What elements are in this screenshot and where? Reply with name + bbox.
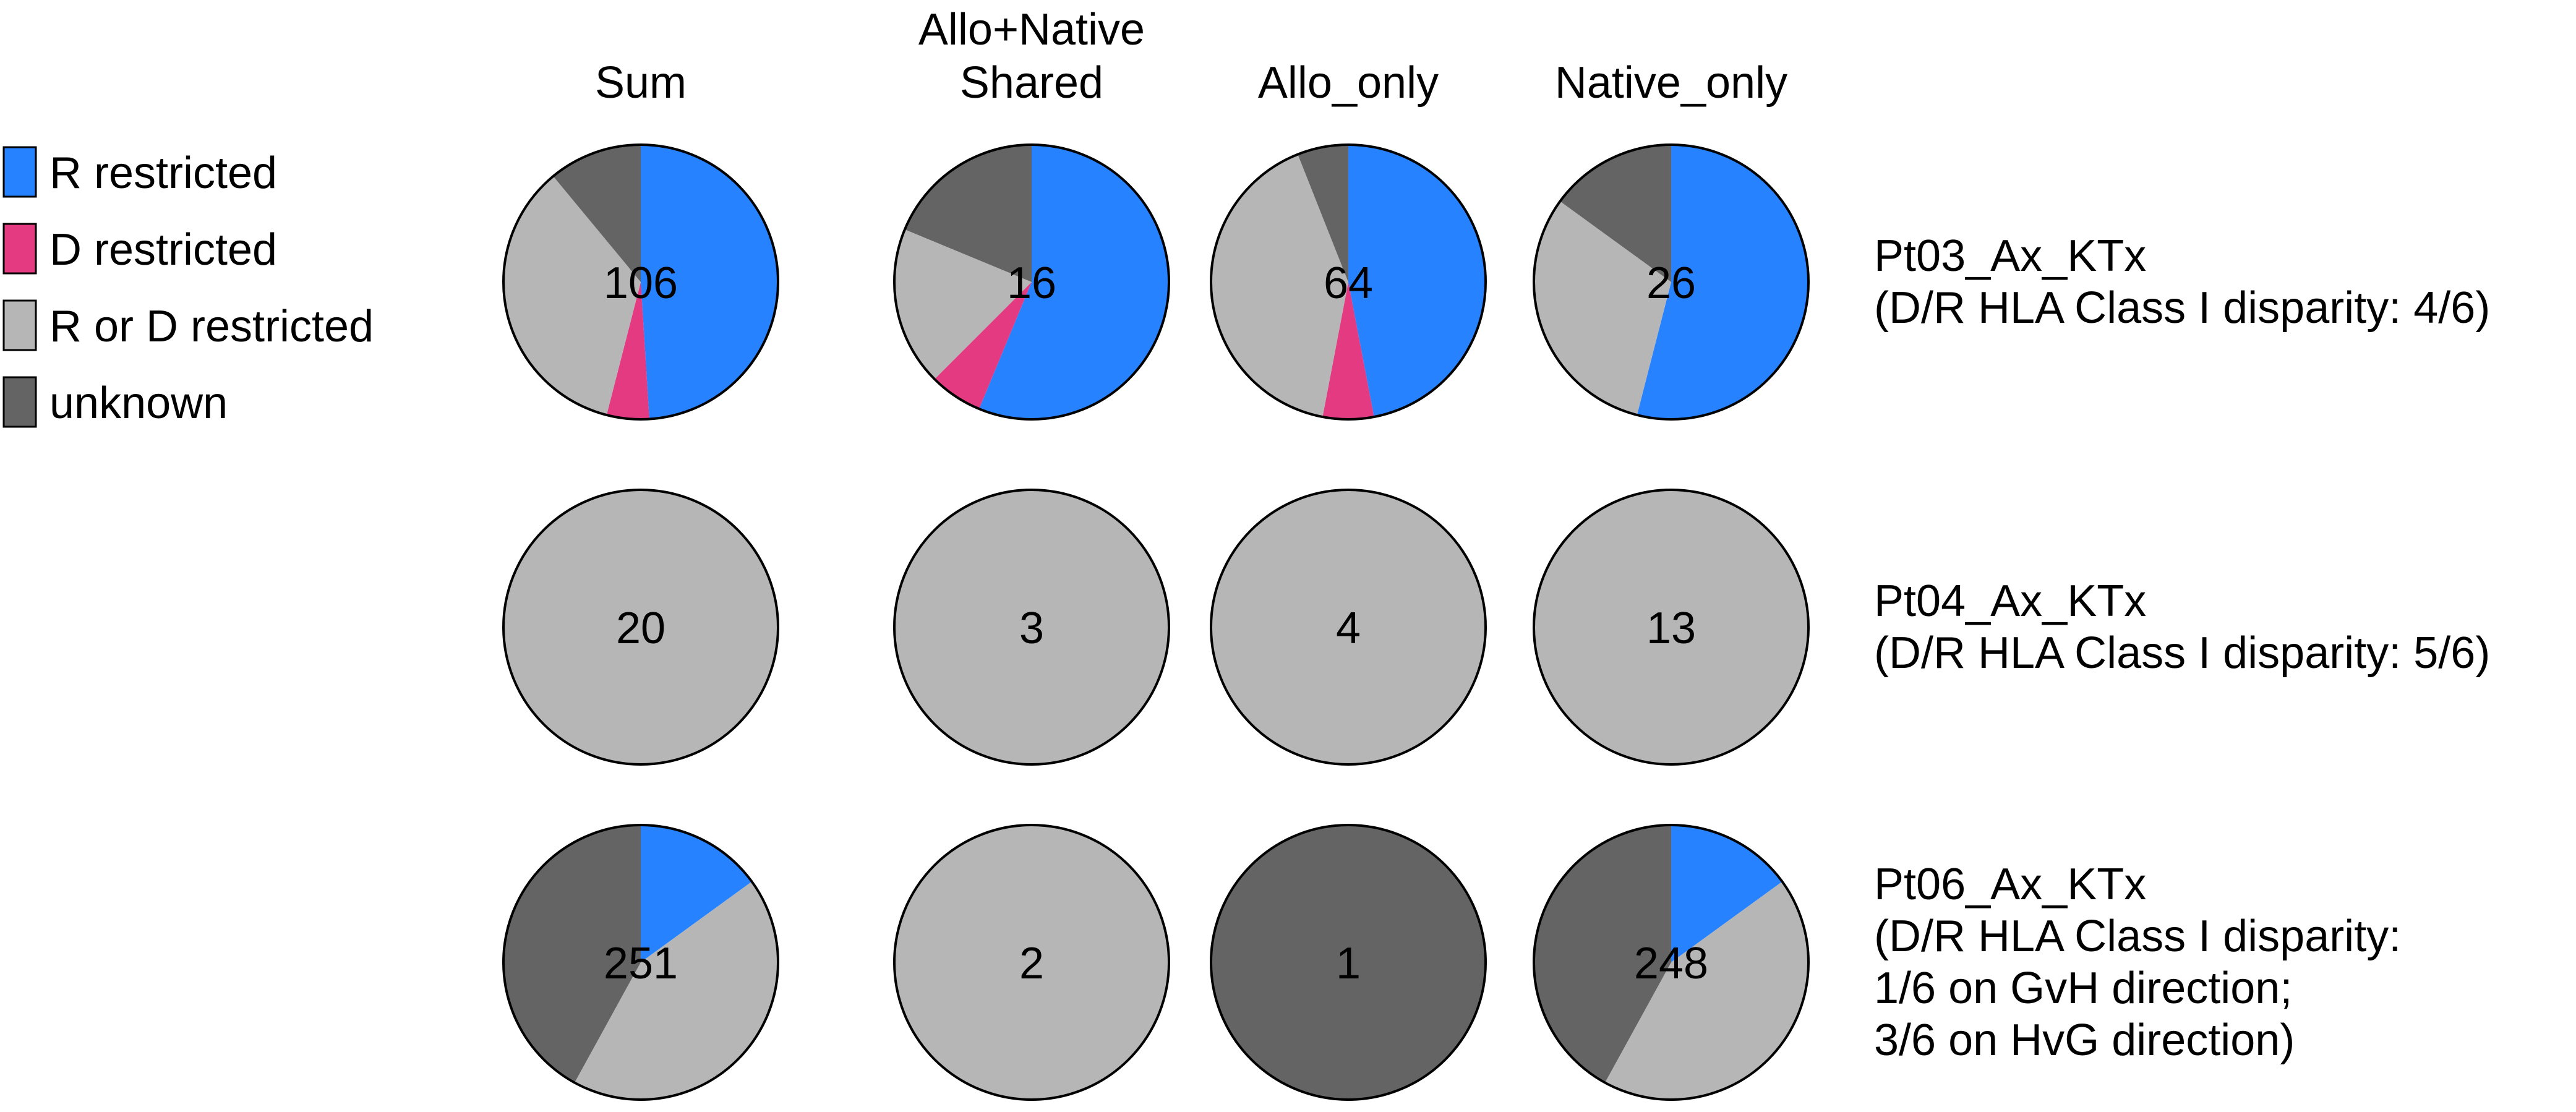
pie-slice-r-or-d-restricted bbox=[1605, 881, 1808, 1100]
row-labels: Pt03_Ax_KTx(D/R HLA Class I disparity: 4… bbox=[1874, 231, 2490, 1065]
pie-outline bbox=[1210, 489, 1487, 766]
pie-row1-allo-native-shared: 16 bbox=[893, 143, 1170, 421]
legend-label-unknown: unknown bbox=[49, 379, 228, 428]
row-label-2-line-1: Pt04_Ax_KTx bbox=[1874, 576, 2146, 626]
row-label-3-line-4: 3/6 on HvG direction) bbox=[1874, 1016, 2295, 1065]
legend-swatch-r-restricted bbox=[2, 146, 37, 198]
pie-outline bbox=[1210, 143, 1487, 421]
pie-total-label: 16 bbox=[1007, 259, 1056, 308]
column-header-native-only-line-1: Native_only bbox=[1555, 58, 1787, 108]
pie-outline bbox=[1533, 489, 1810, 766]
pie-slice-r-or-d-restricted bbox=[894, 229, 1032, 379]
pie-outline bbox=[893, 824, 1170, 1101]
legend-swatch-r-or-d-restricted bbox=[2, 299, 37, 351]
pie-row3-native-only: 248 bbox=[1533, 824, 1810, 1101]
column-header-allo-native-shared-line-1: Allo+Native bbox=[918, 5, 1145, 54]
legend: R restricted D restricted R or D restricte… bbox=[2, 146, 374, 428]
pie-slice-unknown bbox=[1534, 825, 1671, 1083]
pie-total-label: 106 bbox=[604, 259, 678, 308]
pie-outline bbox=[1210, 824, 1487, 1101]
pie-slice-unknown bbox=[904, 145, 1032, 282]
pie-outline bbox=[502, 489, 779, 766]
pie-total-label: 3 bbox=[1019, 604, 1044, 653]
pie-total-label: 20 bbox=[616, 604, 665, 653]
pie-slice-r-restricted bbox=[979, 145, 1169, 419]
pie-row3-allo-only: 1 bbox=[1210, 824, 1487, 1101]
pie-row2-native-only: 13 bbox=[1533, 489, 1810, 766]
pie-total-label: 2 bbox=[1019, 939, 1044, 988]
legend-swatch-unknown bbox=[2, 376, 37, 428]
pie-slice-r-or-d-restricted bbox=[894, 490, 1169, 764]
column-header-allo-only-line-1: Allo_only bbox=[1258, 58, 1439, 108]
legend-label-r-restricted: R restricted bbox=[49, 148, 277, 198]
pie-slice-unknown bbox=[1298, 145, 1348, 282]
pie-slice-r-restricted bbox=[1348, 145, 1486, 417]
pie-outline bbox=[1533, 824, 1810, 1101]
pie-slice-r-restricted bbox=[1671, 825, 1782, 962]
pie-row3-sum: 251 bbox=[502, 824, 779, 1101]
pie-row1-sum: 106 bbox=[502, 143, 779, 421]
row-label-3-line-2: (D/R HLA Class I disparity: bbox=[1874, 912, 2401, 961]
row-label-2-line-2: (D/R HLA Class I disparity: 5/6) bbox=[1874, 628, 2490, 678]
pie-outline bbox=[502, 143, 779, 421]
pie-grid: 106 16 64 26 20 3 4 13 251 2 1 248 bbox=[502, 143, 1810, 1101]
pie-total-label: 64 bbox=[1324, 259, 1373, 308]
pie-row2-sum: 20 bbox=[502, 489, 779, 766]
pie-slice-r-or-d-restricted bbox=[503, 176, 641, 416]
pie-slice-r-restricted bbox=[641, 145, 779, 419]
pie-slice-unknown bbox=[1560, 145, 1671, 282]
pie-slice-r-restricted bbox=[641, 825, 752, 962]
pie-slice-r-or-d-restricted bbox=[894, 825, 1169, 1100]
column-header-allo-native-shared-line-2: Shared bbox=[960, 58, 1103, 108]
pie-slice-unknown bbox=[553, 145, 641, 282]
pie-slice-r-or-d-restricted bbox=[1211, 154, 1348, 417]
pie-total-label: 251 bbox=[604, 939, 678, 988]
pie-row3-allo-native-shared: 2 bbox=[893, 824, 1170, 1101]
row-label-1-line-1: Pt03_Ax_KTx bbox=[1874, 231, 2146, 281]
pie-slice-r-or-d-restricted bbox=[1211, 490, 1486, 764]
pie-outline bbox=[1533, 143, 1810, 421]
pie-total-label: 248 bbox=[1634, 939, 1708, 988]
pie-row1-allo-only: 64 bbox=[1210, 143, 1487, 421]
row-label-1-line-2: (D/R HLA Class I disparity: 4/6) bbox=[1874, 283, 2490, 333]
pie-slice-r-or-d-restricted bbox=[575, 881, 778, 1100]
legend-swatch-d-restricted bbox=[2, 223, 37, 275]
pie-total-label: 26 bbox=[1646, 259, 1696, 308]
pie-total-label: 13 bbox=[1646, 604, 1696, 653]
pie-slice-unknown bbox=[1211, 825, 1486, 1100]
pie-slice-d-restricted bbox=[606, 282, 649, 419]
pie-slice-r-restricted bbox=[1637, 145, 1808, 419]
pie-row2-allo-only: 4 bbox=[1210, 489, 1487, 766]
pie-slice-d-restricted bbox=[1322, 282, 1374, 419]
pie-slice-r-or-d-restricted bbox=[1534, 201, 1671, 416]
pie-slice-r-or-d-restricted bbox=[503, 490, 778, 764]
pie-slice-unknown bbox=[503, 825, 641, 1083]
pie-slice-r-or-d-restricted bbox=[1534, 490, 1808, 764]
pie-outline bbox=[893, 143, 1170, 421]
pie-total-label: 4 bbox=[1336, 604, 1361, 653]
legend-label-d-restricted: D restricted bbox=[49, 225, 277, 275]
pie-row2-allo-native-shared: 3 bbox=[893, 489, 1170, 766]
pie-total-label: 1 bbox=[1336, 939, 1361, 988]
pie-outline bbox=[502, 824, 779, 1101]
legend-label-r-or-d-restricted: R or D restricted bbox=[49, 302, 374, 351]
column-header-sum-line-1: Sum bbox=[595, 58, 687, 108]
row-label-3-line-1: Pt06_Ax_KTx bbox=[1874, 860, 2146, 909]
pie-row1-native-only: 26 bbox=[1533, 143, 1810, 421]
row-label-3-line-3: 1/6 on GvH direction; bbox=[1874, 964, 2292, 1013]
pie-slice-d-restricted bbox=[935, 282, 1032, 409]
pie-outline bbox=[893, 489, 1170, 766]
